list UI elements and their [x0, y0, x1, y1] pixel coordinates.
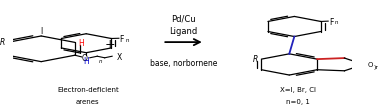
Text: R: R — [0, 38, 5, 47]
Text: n=0, 1: n=0, 1 — [286, 98, 310, 104]
Text: I: I — [41, 26, 43, 35]
Text: F: F — [119, 34, 124, 43]
Text: O: O — [368, 62, 373, 68]
Text: +: + — [105, 37, 115, 50]
Text: X: X — [117, 52, 122, 61]
Text: arenes: arenes — [76, 98, 100, 104]
Text: H: H — [83, 57, 89, 66]
Text: H: H — [78, 38, 84, 47]
Text: n: n — [99, 59, 102, 64]
Text: n: n — [125, 37, 129, 42]
Text: )n: )n — [374, 65, 378, 70]
Text: R: R — [253, 55, 258, 64]
Text: base, norbornene: base, norbornene — [150, 58, 217, 67]
Text: F: F — [329, 17, 333, 26]
Text: Ligand: Ligand — [169, 27, 197, 36]
Text: O: O — [81, 53, 87, 62]
Text: X=I, Br, Cl: X=I, Br, Cl — [280, 86, 316, 92]
Text: n: n — [335, 20, 338, 25]
Text: Pd/Cu: Pd/Cu — [171, 14, 196, 23]
Text: Electron-deficient: Electron-deficient — [57, 86, 119, 92]
